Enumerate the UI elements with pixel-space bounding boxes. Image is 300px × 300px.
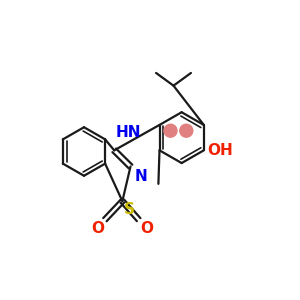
Text: O: O xyxy=(91,221,104,236)
Text: OH: OH xyxy=(207,143,233,158)
Text: N: N xyxy=(135,169,147,184)
Text: HN: HN xyxy=(116,125,141,140)
Circle shape xyxy=(164,124,177,137)
Text: O: O xyxy=(140,221,153,236)
Text: S: S xyxy=(124,202,134,217)
Circle shape xyxy=(180,124,193,137)
